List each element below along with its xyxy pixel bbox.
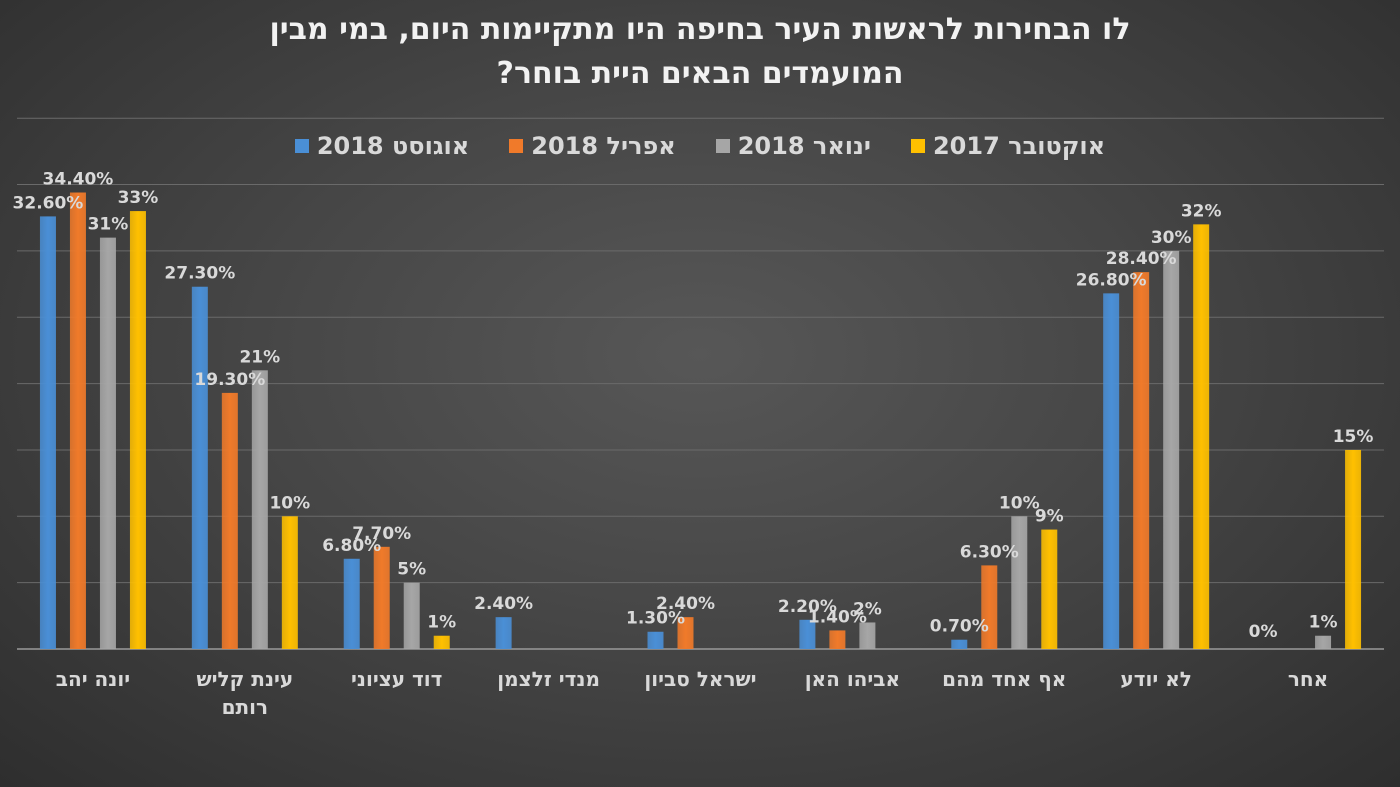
legend-label-august-2018: אוגוסט 2018	[316, 132, 470, 160]
data-label: 2%	[853, 599, 882, 619]
bar	[221, 392, 238, 649]
data-label: 15%	[1333, 427, 1374, 447]
bar	[343, 558, 360, 649]
bar	[799, 619, 816, 649]
bar	[859, 622, 876, 649]
data-label: 9%	[1035, 507, 1064, 527]
category-label: אביהו האן	[805, 667, 900, 691]
data-label: 21%	[239, 347, 280, 367]
bar	[69, 192, 86, 649]
data-label: 10%	[999, 493, 1040, 513]
data-label: 10%	[269, 493, 310, 513]
legend-swatch-october-2017	[910, 139, 925, 153]
data-labels: 32.60% 34.40% 31% 33% יונה יהב 27.30% 19.30% 21…	[13, 170, 1374, 719]
data-label: 2.20%	[778, 597, 837, 617]
data-label: 34.40%	[43, 170, 114, 190]
bar	[191, 286, 208, 649]
bar	[373, 546, 390, 649]
gridlines	[17, 117, 1384, 584]
data-label: 28.40%	[1106, 249, 1177, 269]
data-label: 30%	[1151, 228, 1192, 248]
data-label: 1%	[427, 613, 456, 633]
chart-title-line-1: לו הבחירות לראשות העיר בחיפה היו מתקיימו…	[269, 12, 1131, 47]
category-label: דוד עציוני	[351, 667, 442, 691]
bar	[647, 631, 664, 649]
category-label: לא יודע	[1120, 667, 1191, 691]
data-label: 27.30%	[164, 264, 235, 284]
legend-item-january-2018: ינואר 2018	[715, 132, 871, 160]
bar	[1103, 293, 1120, 649]
legend-item-august-2018: אוגוסט 2018	[294, 132, 470, 160]
bar	[1315, 635, 1332, 649]
data-label: 5%	[397, 560, 426, 580]
legend-item-april-2018: אפריל 2018	[509, 132, 676, 160]
legend-swatch-january-2018	[715, 139, 730, 153]
category-label: אף אחד מהם	[942, 667, 1066, 691]
category-label: יונה יהב	[56, 667, 130, 691]
bar	[1345, 449, 1362, 649]
data-label: 7.70%	[352, 524, 411, 544]
bar	[981, 565, 998, 649]
bar	[829, 630, 846, 649]
data-label: 0%	[1249, 622, 1278, 642]
bars	[39, 192, 1362, 650]
bar	[677, 617, 694, 649]
data-label: 1%	[1309, 613, 1338, 633]
bar	[403, 582, 420, 649]
data-label: 6.80%	[322, 536, 381, 556]
category-label: ישראל סביון	[644, 667, 756, 691]
bar	[251, 370, 268, 649]
bar	[281, 516, 298, 649]
category-label: מנדי זלצמן	[497, 667, 600, 691]
legend-label-october-2017: אוקטובר 2017	[932, 132, 1106, 160]
bar	[1193, 224, 1210, 650]
bar	[1041, 529, 1058, 649]
chart-legend: אוגוסט 2018 אפריל 2018 ינואר 2018 אוקטוב…	[0, 132, 1400, 160]
bar	[39, 216, 56, 649]
bar	[99, 237, 116, 649]
legend-label-january-2018: ינואר 2018	[737, 132, 871, 160]
data-label: 1.30%	[626, 609, 685, 629]
data-label: 2.40%	[474, 594, 533, 614]
bar	[1133, 272, 1150, 649]
data-label: 1.40%	[808, 607, 867, 627]
data-label: 26.80%	[1076, 270, 1147, 290]
bar	[433, 635, 450, 649]
data-label: 31%	[88, 215, 129, 235]
category-label: עינת קליש	[196, 667, 293, 691]
bar	[1011, 516, 1028, 649]
data-label: 0.70%	[930, 617, 989, 637]
bar	[129, 211, 146, 649]
data-label: 33%	[118, 188, 159, 208]
data-label: 32.60%	[13, 193, 84, 213]
bar	[495, 617, 512, 649]
chart-title: לו הבחירות לראשות העיר בחיפה היו מתקיימו…	[0, 8, 1400, 96]
category-label: אחר	[1288, 667, 1328, 691]
data-label: 2.40%	[656, 594, 715, 614]
bar	[1163, 250, 1180, 649]
chart-title-line-2: המועמדים הבאים היית בוחר?	[496, 56, 904, 91]
data-label: 19.30%	[194, 370, 265, 390]
data-label: 6.30%	[960, 542, 1019, 562]
bar	[951, 639, 968, 649]
legend-item-october-2017: אוקטובר 2017	[910, 132, 1106, 160]
category-label: רותם	[222, 695, 269, 719]
legend-swatch-april-2018	[509, 139, 524, 153]
data-label: 32%	[1181, 201, 1222, 221]
legend-label-april-2018: אפריל 2018	[531, 132, 676, 160]
legend-swatch-august-2018	[294, 139, 309, 153]
